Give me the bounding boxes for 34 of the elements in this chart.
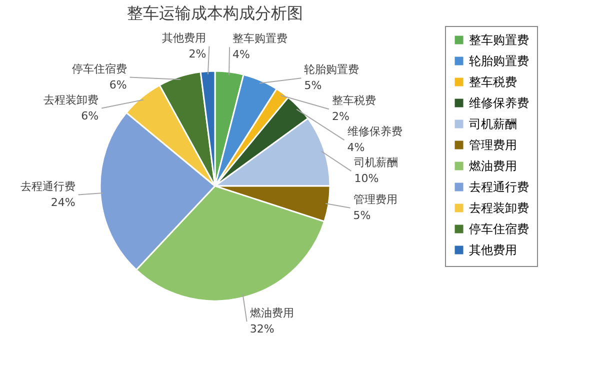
data-label: 5% xyxy=(304,79,322,92)
legend-label: 管理费用 xyxy=(469,138,517,152)
data-label: 4% xyxy=(232,48,250,62)
data-label: 24% xyxy=(50,196,76,209)
legend-label: 去程装卸费 xyxy=(469,201,529,215)
data-label: 32% xyxy=(250,322,274,336)
slice-label: 司机薪酬 xyxy=(354,156,398,170)
slice-label: 维修保养费 xyxy=(347,125,402,138)
slice-label: 停车住宿费 xyxy=(72,62,127,76)
slice-label: 整车税费 xyxy=(332,94,376,108)
legend-label: 轮胎购置费 xyxy=(469,54,529,68)
data-label: 5% xyxy=(353,208,371,222)
legend-label: 停车住宿费 xyxy=(469,222,529,236)
slice-label: 轮胎购置费 xyxy=(304,63,360,76)
slice-label: 燃油费用 xyxy=(250,306,294,320)
data-label: 2% xyxy=(188,47,206,60)
slice-label: 其他费用 xyxy=(162,31,206,44)
data-label: 10% xyxy=(354,172,379,186)
legend-label: 维修保养费 xyxy=(469,96,529,110)
slice-label: 管理费用 xyxy=(353,192,398,206)
slice-label: 去程通行费 xyxy=(20,180,76,193)
data-label: 6% xyxy=(109,78,127,92)
legend-label: 去程通行费 xyxy=(469,180,529,194)
data-label: 6% xyxy=(81,109,99,122)
slice-label: 去程装卸费 xyxy=(44,93,99,106)
legend-label: 燃油费用 xyxy=(469,159,517,173)
legend-label: 司机薪酬 xyxy=(469,117,517,131)
chart-title: 整车运输成本构成分析图 xyxy=(127,4,303,22)
legend-label: 其他费用 xyxy=(469,243,517,257)
slice-label: 整车购置费 xyxy=(232,32,288,46)
legend-label: 整车购置费 xyxy=(469,33,529,47)
legend-label: 整车税费 xyxy=(469,75,517,89)
data-label: 4% xyxy=(347,141,365,154)
data-label: 2% xyxy=(332,110,350,124)
